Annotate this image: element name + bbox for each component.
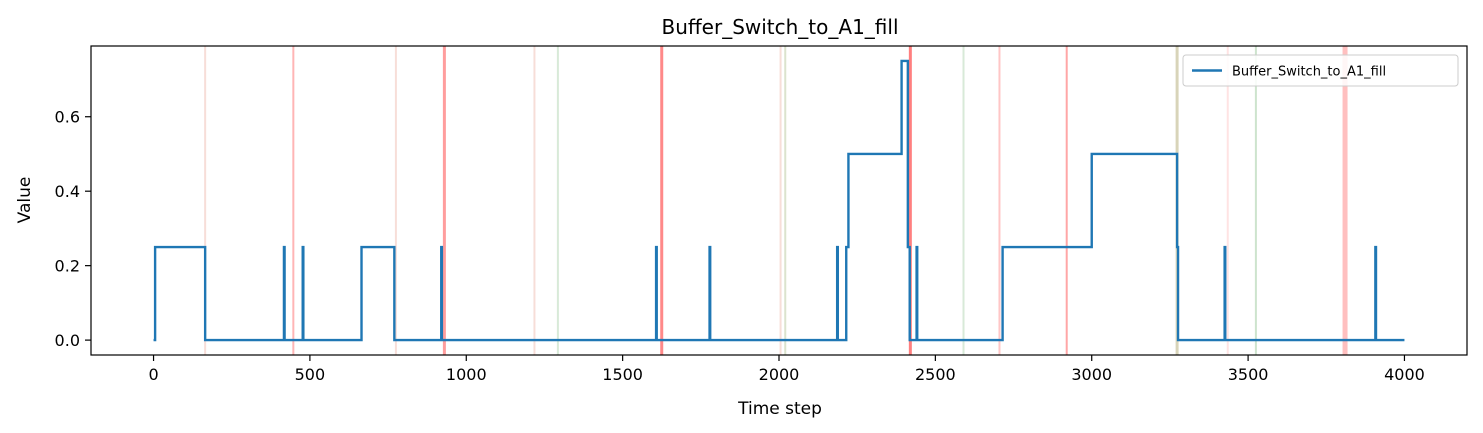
x-tick-label-6: 3000 xyxy=(1071,365,1112,384)
x-tick-label-3: 1500 xyxy=(602,365,643,384)
axes: 0 500 1000 1500 2000 2500 3000 3500 4000 0.0 0.2 0.… xyxy=(55,45,1468,384)
y-tick-label-0: 0.0 xyxy=(55,331,80,350)
y-tick-label-2: 0.4 xyxy=(55,182,80,201)
x-tick-label-7: 3500 xyxy=(1228,365,1269,384)
y-tick-label-3: 0.6 xyxy=(55,108,80,127)
x-tick-label-0: 0 xyxy=(148,365,158,384)
vertical-bands xyxy=(204,46,1348,355)
y-axis-title: Value xyxy=(15,177,35,224)
series-line-0 xyxy=(153,59,1405,342)
legend-label-0: Buffer_Switch_to_A1_fill xyxy=(1232,65,1386,80)
legend: Buffer_Switch_to_A1_fill xyxy=(1182,54,1459,87)
x-tick-label-4: 2000 xyxy=(759,365,800,384)
series-layer xyxy=(153,59,1405,342)
y-tick-label-1: 0.2 xyxy=(55,257,80,276)
plot-frame xyxy=(90,45,1468,356)
x-tick-label-1: 500 xyxy=(295,365,326,384)
x-tick-label-5: 2500 xyxy=(915,365,956,384)
legend-box xyxy=(1182,54,1459,87)
x-tick-label-8: 4000 xyxy=(1384,365,1425,384)
chart-title: Buffer_Switch_to_A1_fill xyxy=(661,15,898,39)
x-tick-label-2: 1000 xyxy=(446,365,487,384)
x-axis-title: Time step xyxy=(737,399,822,419)
